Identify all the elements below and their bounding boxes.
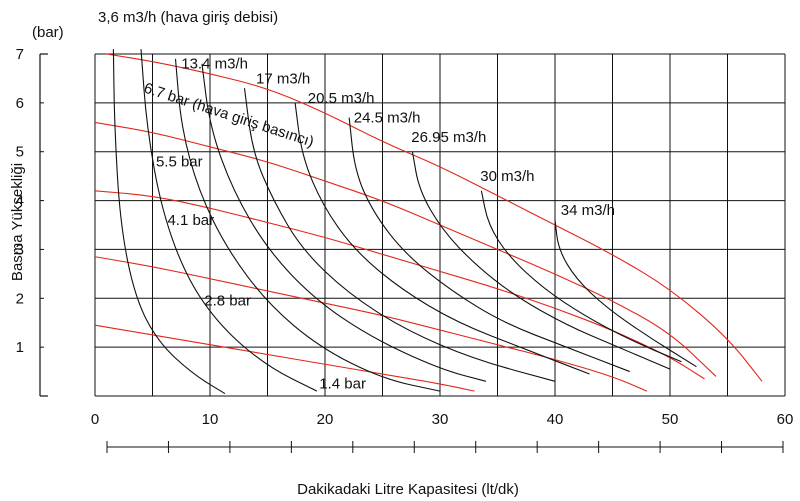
pressure-curve-label: 5.5 bar xyxy=(156,153,203,170)
x-tick-label: 40 xyxy=(547,411,564,428)
flow-curve-label: 34 m3/h xyxy=(561,202,615,219)
flow-curve-label: 20.5 m3/h xyxy=(308,90,375,107)
pressure-curve-2 xyxy=(94,190,705,380)
pressure-curve-label: 4.1 bar xyxy=(167,212,214,229)
pressure-curve-0 xyxy=(106,53,763,382)
x-tick-label: 0 xyxy=(91,411,99,428)
grid xyxy=(94,53,786,397)
y-tick-label: 1 xyxy=(16,339,24,356)
x-axis-title: Dakikadaki Litre Kapasitesi (lt/dk) xyxy=(297,481,519,498)
flow-curve-label: 13.4 m3/h xyxy=(181,56,248,73)
x-tick-label: 60 xyxy=(777,411,794,428)
flow-curves: 13.4 m3/h 17 m3/h 20.5 m3/h 24.5 m3/h 26.95 … xyxy=(112,49,697,395)
pressure-note: 6.7 bar (hava giriş basıncı) xyxy=(142,80,316,151)
y-unit-label: (bar) xyxy=(32,24,64,41)
x-tick-label: 50 xyxy=(662,411,679,428)
y-tick-label: 5 xyxy=(16,144,24,161)
flow-curve-label: 26.95 m3/h xyxy=(411,129,486,146)
flow-curve-label: 17 m3/h xyxy=(256,70,310,87)
flow-curve-7 xyxy=(411,151,671,370)
flow-curve-label: 24.5 m3/h xyxy=(354,109,421,126)
pressure-curve-4 xyxy=(94,324,475,392)
y-tick-label: 6 xyxy=(16,95,24,112)
flow-curve-1 xyxy=(140,49,318,392)
flow-curve-9 xyxy=(554,220,697,368)
y-tick-label: 4 xyxy=(16,193,24,210)
flow-curve-2 xyxy=(174,58,441,392)
top-label: 3,6 m3/h (hava giriş debisi) xyxy=(98,9,278,26)
flow-curve-label: 30 m3/h xyxy=(480,168,534,185)
flow-curve-3 xyxy=(201,63,487,382)
x-tick-label: 20 xyxy=(317,411,334,428)
flow-curve-5 xyxy=(294,102,590,375)
y-tick-label: 2 xyxy=(16,290,24,307)
flow-curve-8 xyxy=(480,190,682,363)
flow-curve-4 xyxy=(243,88,556,382)
pressure-curves: 5.5 bar 4.1 bar 2.8 bar 1.4 bar xyxy=(94,53,763,393)
x-tick-label: 30 xyxy=(432,411,449,428)
y-tick-label: 7 xyxy=(16,46,24,63)
pressure-curve-1 xyxy=(94,121,717,377)
tick-labels: 0 10 20 30 40 50 60 1 2 3 4 5 6 7 xyxy=(16,46,794,453)
pressure-curve-3 xyxy=(94,256,648,392)
x-tick-label: 10 xyxy=(202,411,219,428)
flow-curve-0 xyxy=(112,49,226,395)
y-tick-label: 3 xyxy=(16,241,24,258)
flow-curve-6 xyxy=(348,117,630,373)
pressure-curve-label: 1.4 bar xyxy=(319,376,366,393)
pressure-curve-label: 2.8 bar xyxy=(204,293,251,310)
y-axis-title: Basma Yüksekliği xyxy=(9,163,26,281)
